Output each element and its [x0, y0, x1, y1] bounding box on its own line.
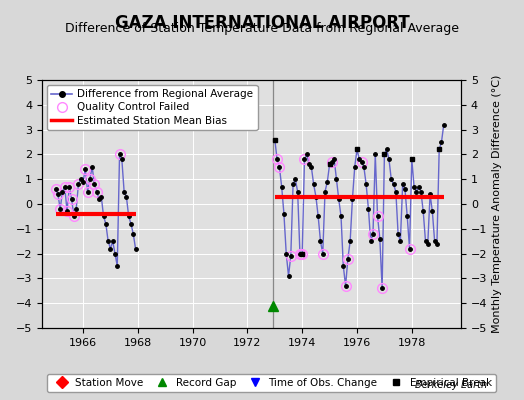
Legend: Station Move, Record Gap, Time of Obs. Change, Empirical Break: Station Move, Record Gap, Time of Obs. C…	[47, 374, 496, 392]
Text: Difference of Station Temperature Data from Regional Average: Difference of Station Temperature Data f…	[65, 22, 459, 35]
Text: GAZA INTERNATIONAL AIRPORT: GAZA INTERNATIONAL AIRPORT	[115, 14, 409, 32]
Y-axis label: Monthly Temperature Anomaly Difference (°C): Monthly Temperature Anomaly Difference (…	[492, 75, 501, 333]
Text: Berkeley Earth: Berkeley Earth	[415, 380, 487, 390]
